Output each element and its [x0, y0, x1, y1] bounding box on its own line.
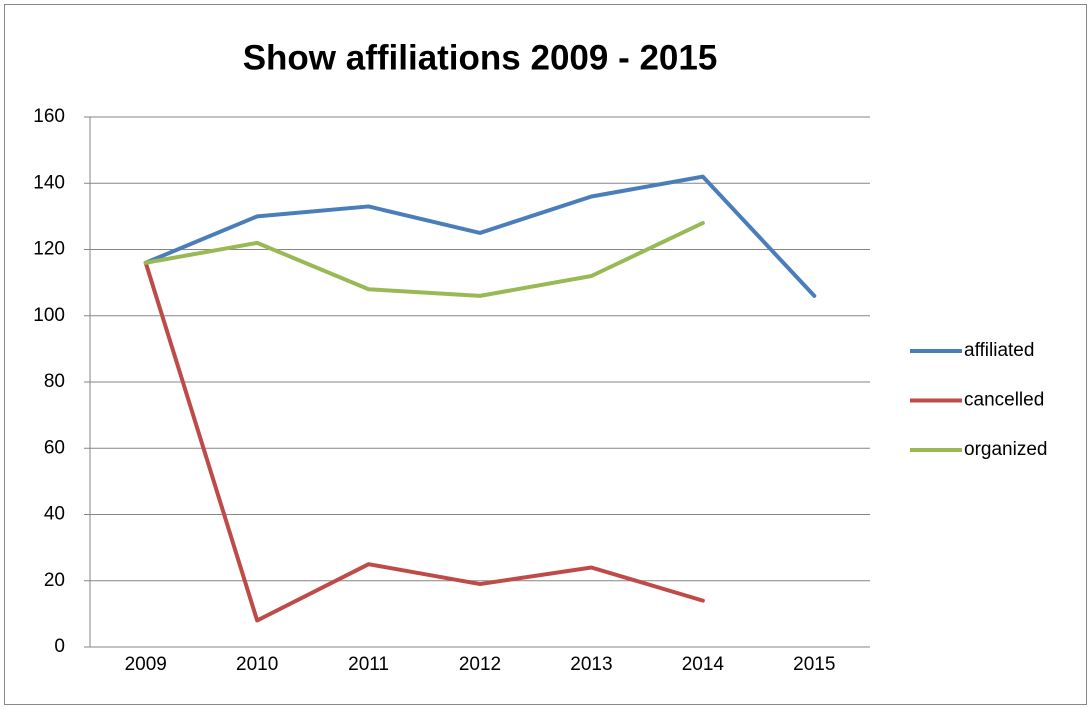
series-line: [143, 174, 817, 298]
y-tick-label: 40: [44, 504, 65, 525]
series-line: [143, 260, 705, 623]
x-tick-label: 2013: [570, 654, 612, 675]
chart-title: Show affiliations 2009 - 2015: [243, 38, 718, 77]
series-line: [143, 221, 705, 298]
y-tick-label: 60: [44, 437, 65, 458]
chart-border: [4, 4, 1087, 705]
x-tick-label: 2012: [459, 654, 501, 675]
y-tick-label: 0: [54, 636, 65, 657]
x-tick-label: 2009: [125, 654, 167, 675]
legend-label: organized: [964, 439, 1047, 460]
y-tick-label: 20: [44, 570, 65, 591]
y-tick-label: 140: [33, 172, 65, 193]
y-tick-label: 80: [44, 371, 65, 392]
y-tick-label: 120: [33, 239, 65, 260]
legend-label: cancelled: [964, 390, 1044, 411]
legend-label: affiliated: [964, 340, 1034, 361]
y-tick-label: 160: [33, 106, 65, 127]
x-tick-label: 2015: [793, 654, 835, 675]
x-tick-label: 2014: [682, 654, 725, 675]
x-tick-label: 2010: [236, 654, 278, 675]
y-tick-label: 100: [33, 305, 65, 326]
x-tick-label: 2011: [348, 654, 389, 675]
